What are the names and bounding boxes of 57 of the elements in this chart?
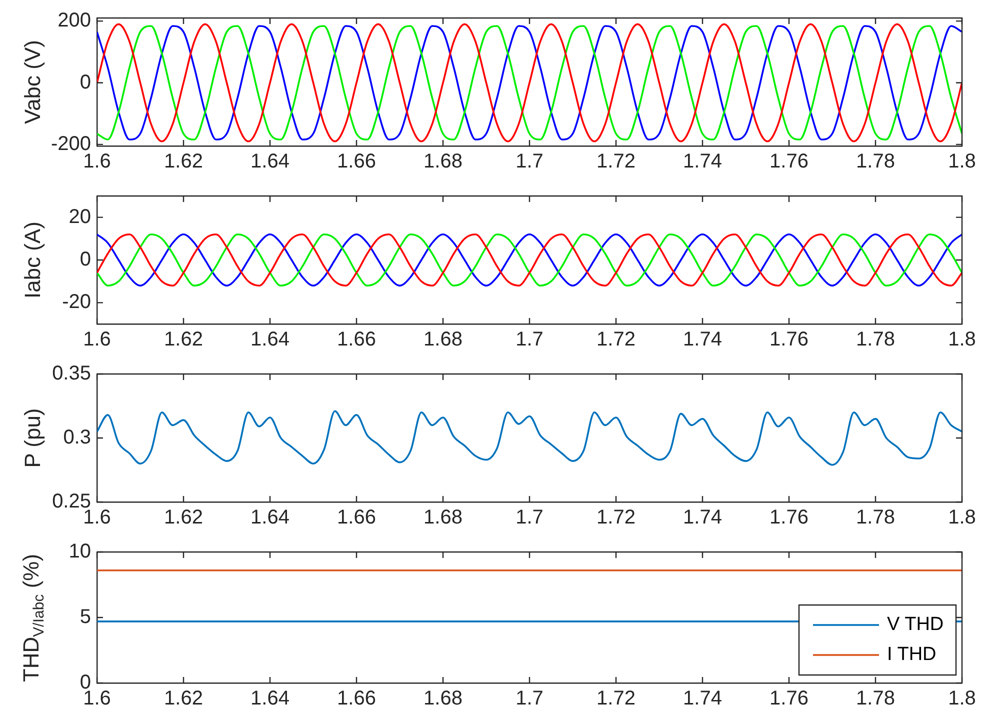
y-tick-label: 0.3	[63, 426, 91, 449]
x-tick-label: 1.76	[770, 328, 808, 351]
x-tick-label: 1.76	[770, 688, 808, 710]
y-tick-label: -20	[62, 291, 91, 314]
y-tick-label: 20	[68, 206, 91, 228]
y-tick-label: 200	[58, 10, 91, 32]
y-axis-title: P (pu)	[20, 408, 46, 468]
x-tick-label: 1.6	[83, 328, 111, 351]
x-tick-label: 1.64	[250, 150, 290, 173]
x-tick-label: 1.78	[856, 506, 895, 529]
x-tick-label: 1.68	[424, 328, 462, 351]
x-tick-label: 1.64	[250, 506, 290, 529]
x-tick-label: 1.62	[164, 150, 203, 173]
x-tick-label: 1.78	[856, 688, 895, 710]
x-tick-label: 1.68	[424, 688, 462, 710]
x-tick-label: 1.66	[337, 150, 376, 173]
x-tick-label: 1.76	[770, 506, 808, 529]
x-tick-label: 1.68	[424, 150, 462, 173]
x-tick-label: 1.7	[516, 150, 544, 173]
x-tick-label: 1.72	[596, 688, 636, 710]
x-tick-label: 1.64	[250, 328, 290, 351]
x-tick-label: 1.74	[683, 150, 722, 173]
y-tick-label: 0	[80, 71, 91, 94]
x-tick-label: 1.8	[948, 688, 976, 710]
x-tick-label: 1.72	[596, 328, 636, 351]
x-tick-label: 1.8	[948, 150, 976, 173]
x-tick-label: 1.78	[856, 150, 895, 173]
x-tick-label: 1.8	[948, 328, 976, 351]
y-tick-label: 5	[80, 606, 91, 628]
legend-label: V THD	[887, 614, 944, 636]
x-tick-label: 1.74	[683, 506, 722, 529]
x-tick-label: 1.68	[424, 506, 462, 529]
y-tick-label: 10	[68, 540, 91, 563]
x-tick-label: 1.74	[683, 328, 722, 351]
y-tick-label: 0.35	[52, 362, 91, 385]
line-series	[97, 234, 962, 286]
x-tick-label: 1.66	[337, 688, 376, 710]
x-tick-label: 1.72	[596, 506, 636, 529]
x-tick-label: 1.8	[948, 506, 976, 529]
x-tick-label: 1.7	[516, 688, 544, 710]
x-tick-label: 1.62	[164, 688, 203, 710]
x-tick-label: 1.74	[683, 688, 722, 710]
x-tick-label: 1.7	[516, 328, 544, 351]
line-series	[97, 410, 962, 466]
x-tick-label: 1.76	[770, 150, 808, 173]
y-tick-label: 0	[80, 248, 91, 271]
x-tick-label: 1.72	[596, 150, 636, 173]
x-tick-label: 1.64	[250, 688, 290, 710]
x-tick-label: 1.66	[337, 328, 376, 351]
x-tick-label: 1.66	[337, 506, 376, 529]
x-tick-label: 1.62	[164, 506, 203, 529]
y-axis-title: Iabc (A)	[20, 221, 46, 299]
x-tick-label: 1.78	[856, 328, 895, 351]
x-tick-label: 1.7	[516, 506, 544, 529]
legend-label: I THD	[887, 644, 936, 666]
x-tick-label: 1.62	[164, 328, 203, 351]
y-axis-title: Vabc (V)	[20, 40, 46, 124]
